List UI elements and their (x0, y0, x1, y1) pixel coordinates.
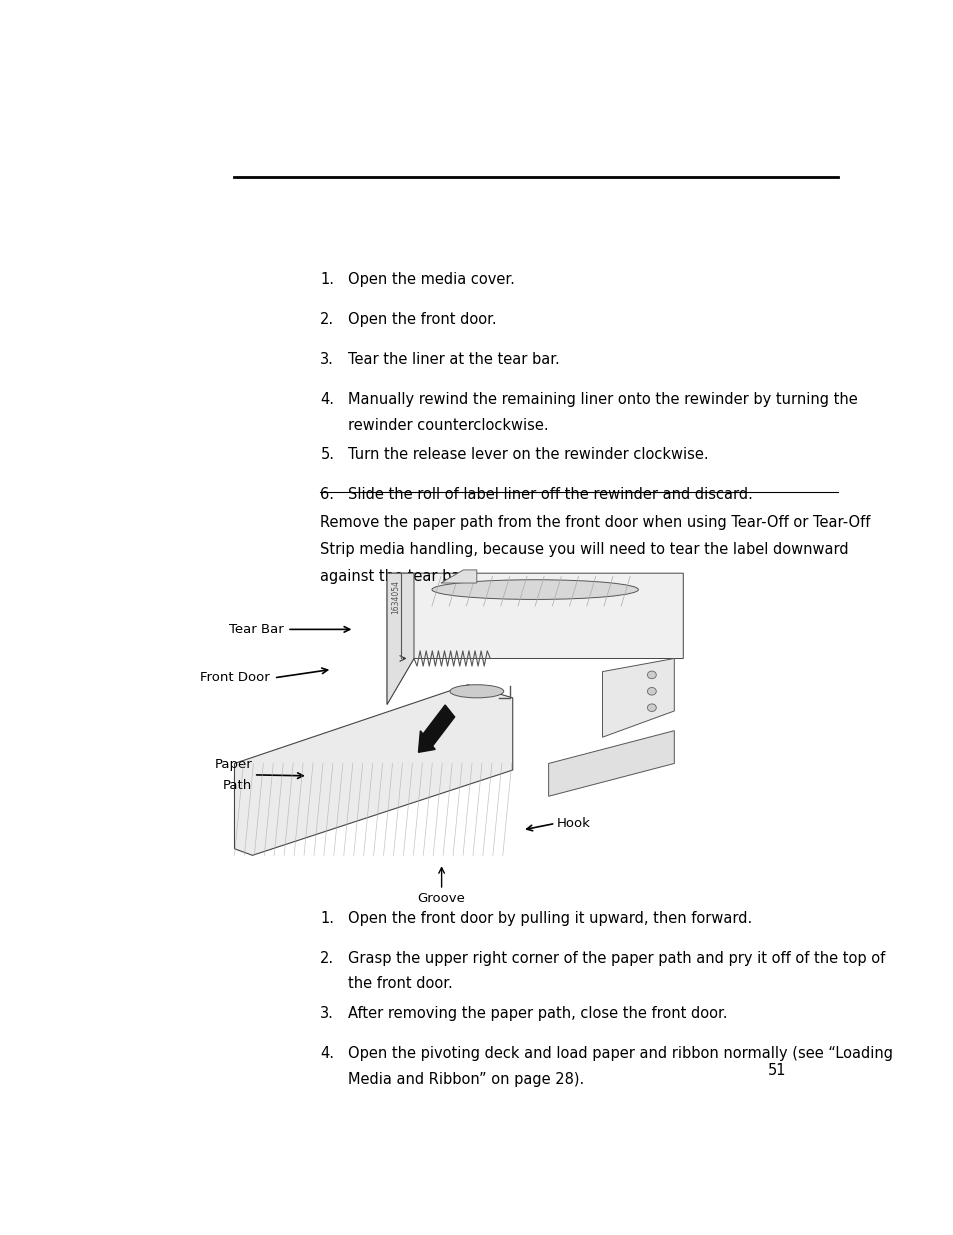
Text: 3.: 3. (320, 1007, 334, 1021)
Text: Path: Path (223, 779, 252, 792)
Text: Open the pivoting deck and load paper and ribbon normally (see “Loading: Open the pivoting deck and load paper an… (348, 1046, 893, 1061)
Text: Media and Ribbon” on page 28).: Media and Ribbon” on page 28). (348, 1072, 584, 1087)
Text: Open the front door.: Open the front door. (348, 311, 497, 327)
Text: 1634054: 1634054 (391, 579, 400, 614)
Text: Strip media handling, because you will need to tear the label downward: Strip media handling, because you will n… (320, 542, 848, 557)
Text: 5.: 5. (320, 447, 334, 462)
Text: the front door.: the front door. (348, 977, 453, 992)
Text: against the tear bar.: against the tear bar. (320, 568, 470, 583)
Text: Slide the roll of label liner off the rewinder and discard.: Slide the roll of label liner off the re… (348, 487, 753, 501)
Text: Manually rewind the remaining liner onto the rewinder by turning the: Manually rewind the remaining liner onto… (348, 391, 858, 406)
Ellipse shape (647, 704, 656, 711)
Text: Paper: Paper (214, 758, 252, 771)
Polygon shape (234, 684, 512, 856)
Ellipse shape (647, 671, 656, 679)
Ellipse shape (450, 684, 503, 698)
Text: 1.: 1. (320, 272, 334, 287)
Text: Turn the release lever on the rewinder clockwise.: Turn the release lever on the rewinder c… (348, 447, 708, 462)
Polygon shape (387, 573, 414, 704)
Text: Tear the liner at the tear bar.: Tear the liner at the tear bar. (348, 352, 559, 367)
Text: Groove: Groove (416, 892, 464, 905)
FancyArrow shape (418, 705, 455, 752)
Text: 51: 51 (767, 1063, 785, 1078)
Polygon shape (548, 731, 674, 797)
Polygon shape (387, 573, 682, 704)
Polygon shape (440, 569, 476, 583)
Text: Tear Bar: Tear Bar (229, 622, 283, 636)
Text: 3.: 3. (320, 352, 334, 367)
Text: 1.: 1. (320, 911, 334, 926)
Text: rewinder counterclockwise.: rewinder counterclockwise. (348, 419, 549, 433)
Text: After removing the paper path, close the front door.: After removing the paper path, close the… (348, 1007, 727, 1021)
Text: Open the media cover.: Open the media cover. (348, 272, 515, 287)
Text: 4.: 4. (320, 391, 334, 406)
FancyBboxPatch shape (243, 567, 692, 894)
Ellipse shape (647, 688, 656, 695)
Text: Front Door: Front Door (200, 672, 270, 684)
Text: Grasp the upper right corner of the paper path and pry it off of the top of: Grasp the upper right corner of the pape… (348, 951, 884, 966)
Text: Hook: Hook (557, 816, 590, 830)
Polygon shape (602, 658, 674, 737)
Text: 2.: 2. (320, 951, 335, 966)
Text: 2.: 2. (320, 311, 335, 327)
Ellipse shape (432, 579, 638, 599)
Text: 4.: 4. (320, 1046, 334, 1061)
Text: Open the front door by pulling it upward, then forward.: Open the front door by pulling it upward… (348, 911, 752, 926)
Text: Remove the paper path from the front door when using Tear-Off or Tear-Off: Remove the paper path from the front doo… (320, 515, 870, 530)
Text: 6.: 6. (320, 487, 334, 501)
